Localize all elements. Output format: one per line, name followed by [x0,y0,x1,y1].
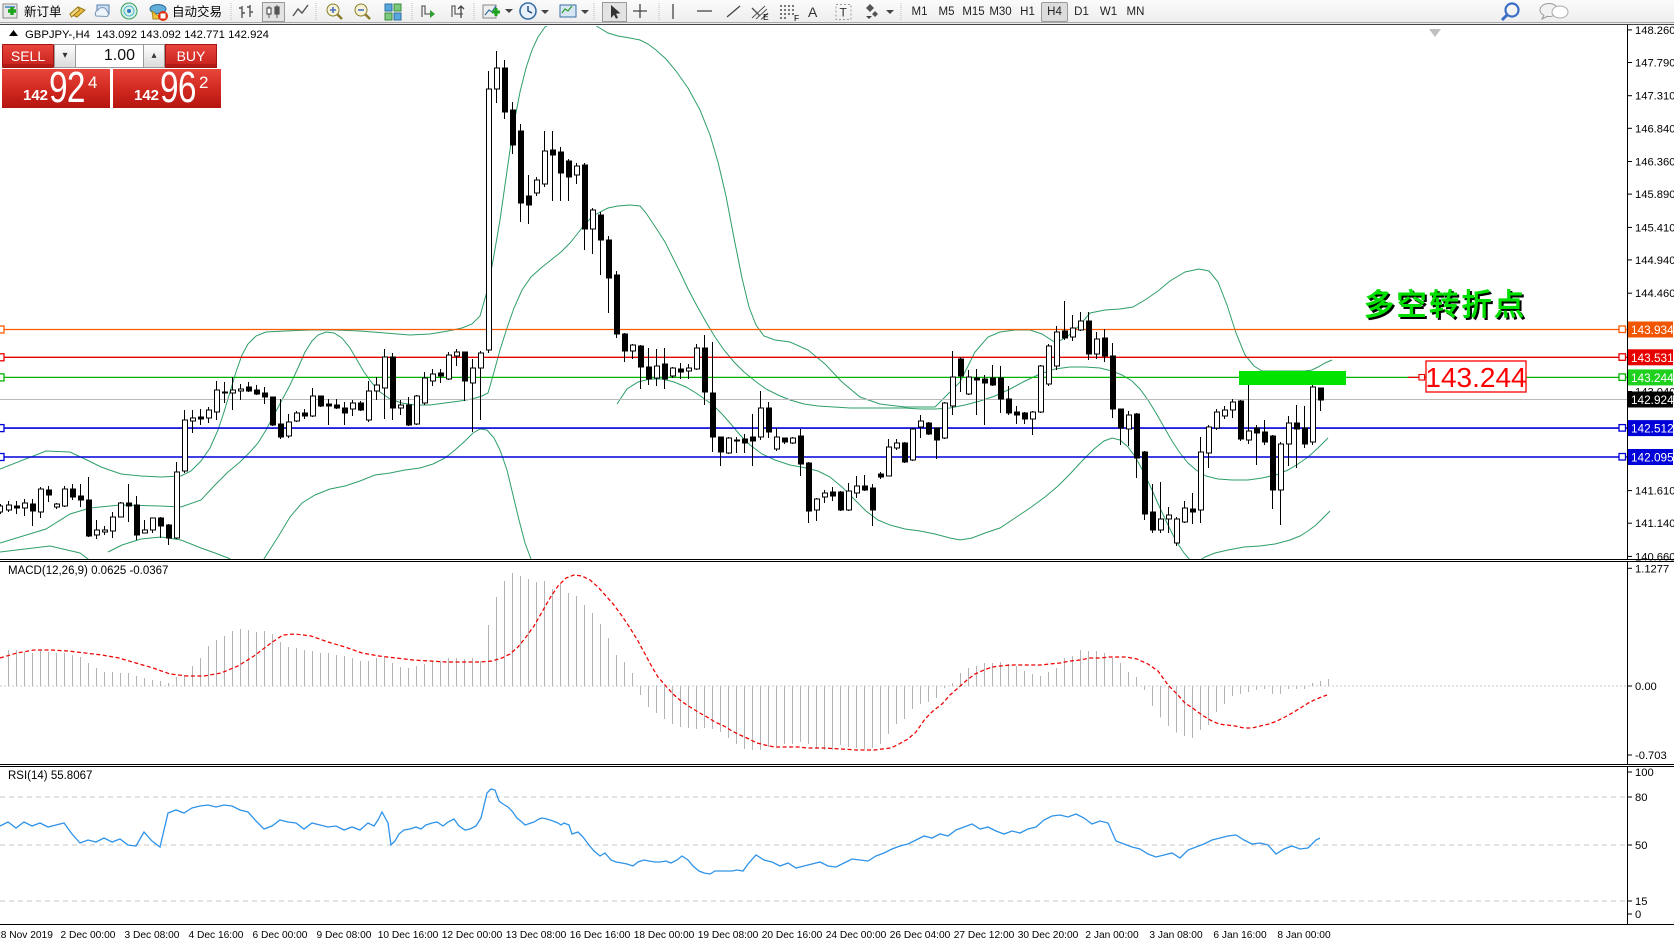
svg-text:50: 50 [1635,840,1647,852]
svg-text:146.840: 146.840 [1635,123,1674,135]
svg-text:13 Dec 08:00: 13 Dec 08:00 [506,930,567,941]
svg-text:100: 100 [1635,767,1654,779]
svg-text:30 Dec 20:00: 30 Dec 20:00 [1018,930,1079,941]
svg-text:146.360: 146.360 [1635,157,1674,169]
svg-text:143.244: 143.244 [1425,362,1526,393]
svg-text:1.1277: 1.1277 [1635,563,1669,575]
svg-text:0.00: 0.00 [1635,681,1657,693]
svg-text:15: 15 [1635,896,1647,908]
svg-text:E: E [763,12,769,22]
svg-text:20 Dec 16:00: 20 Dec 16:00 [762,930,823,941]
svg-text:26 Dec 04:00: 26 Dec 04:00 [890,930,951,941]
svg-text:144.940: 144.940 [1635,255,1674,267]
svg-text:-0.703: -0.703 [1635,750,1667,762]
svg-text:141.140: 141.140 [1635,518,1674,530]
svg-text:144.460: 144.460 [1635,288,1674,300]
svg-text:RSI(14) 55.8067: RSI(14) 55.8067 [8,770,92,782]
svg-text:80: 80 [1635,792,1647,804]
svg-text:F: F [794,13,799,23]
svg-text:27 Dec 12:00: 27 Dec 12:00 [954,930,1015,941]
svg-text:28 Nov 2019: 28 Nov 2019 [0,930,53,941]
svg-text:142.095: 142.095 [1631,451,1674,465]
svg-text:6 Dec 00:00: 6 Dec 00:00 [253,930,308,941]
svg-text:4 Dec 16:00: 4 Dec 16:00 [189,930,244,941]
svg-text:新订单: 新订单 [24,4,62,19]
svg-text:GBPJPY-,H4 143.092 143.092 14: GBPJPY-,H4 143.092 143.092 142.771 142.9… [25,29,269,41]
svg-text:9 Dec 08:00: 9 Dec 08:00 [317,930,372,941]
svg-text:8 Jan 00:00: 8 Jan 00:00 [1277,930,1331,941]
svg-text:10 Dec 16:00: 10 Dec 16:00 [378,930,439,941]
svg-text:6 Jan 16:00: 6 Jan 16:00 [1213,930,1267,941]
svg-text:19 Dec 08:00: 19 Dec 08:00 [698,930,759,941]
svg-text:18 Dec 00:00: 18 Dec 00:00 [634,930,695,941]
svg-text:0: 0 [1635,909,1641,921]
svg-text:16 Dec 16:00: 16 Dec 16:00 [570,930,631,941]
svg-text:147.310: 147.310 [1635,91,1674,103]
svg-text:148.260: 148.260 [1635,25,1674,37]
svg-text:145.890: 145.890 [1635,189,1674,201]
svg-text:142.924: 142.924 [1631,393,1674,407]
svg-text:3 Jan 08:00: 3 Jan 08:00 [1149,930,1203,941]
svg-text:多空转折点: 多空转折点 [1366,291,1529,324]
svg-text:147.790: 147.790 [1635,58,1674,70]
svg-text:A: A [808,4,818,20]
svg-text:T: T [840,6,848,20]
svg-text:12 Dec 00:00: 12 Dec 00:00 [442,930,503,941]
svg-text:自动交易: 自动交易 [172,4,222,19]
svg-text:142.512: 142.512 [1631,422,1674,436]
svg-text:145.410: 145.410 [1635,222,1674,234]
svg-text:24 Dec 00:00: 24 Dec 00:00 [826,930,887,941]
svg-text:多空转折点: 多空转折点 [1364,289,1527,322]
svg-text:143.244: 143.244 [1631,371,1674,385]
svg-text:MACD(12,26,9) 0.0625 -0.0367: MACD(12,26,9) 0.0625 -0.0367 [8,565,168,577]
svg-text:3 Dec 08:00: 3 Dec 08:00 [125,930,180,941]
svg-text:143.531: 143.531 [1631,351,1674,365]
svg-text:140.660: 140.660 [1635,551,1674,563]
svg-text:141.610: 141.610 [1635,486,1674,498]
svg-text:2 Dec 00:00: 2 Dec 00:00 [61,930,116,941]
svg-text:2 Jan 00:00: 2 Jan 00:00 [1085,930,1139,941]
svg-text:143.934: 143.934 [1631,323,1674,337]
